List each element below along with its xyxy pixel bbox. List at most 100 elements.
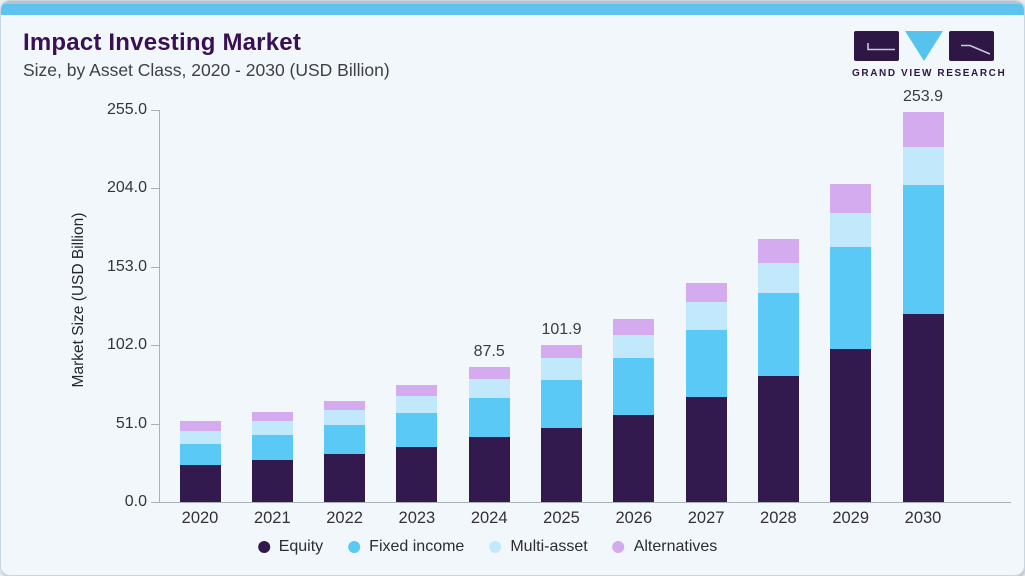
segment-multi-asset-2024 <box>468 378 510 398</box>
bar-2023 <box>396 385 438 502</box>
bar-2024 <box>468 367 510 502</box>
legend-item-equity: Equity <box>257 538 324 556</box>
segment-multi-asset-2020 <box>179 430 221 444</box>
segment-alternatives-2025 <box>541 345 582 359</box>
bar-2026 <box>613 318 655 502</box>
segment-equity-2023 <box>396 446 438 502</box>
x-tick-label-2026: 2026 <box>615 509 653 527</box>
y-tick-mark <box>151 110 159 111</box>
legend-dot-icon <box>489 541 502 553</box>
segment-alternatives-2029 <box>830 184 872 213</box>
y-tick-mark <box>151 345 159 347</box>
legend-label: Alternatives <box>633 538 718 555</box>
legend-dot-icon <box>257 541 270 553</box>
segment-fixed-income-2027 <box>685 329 727 398</box>
segment-alternatives-2027 <box>685 283 727 303</box>
segment-equity-2027 <box>685 397 727 502</box>
segment-fixed-income-2025 <box>541 379 582 428</box>
x-axis-line <box>159 502 1011 503</box>
segment-multi-asset-2027 <box>685 302 727 330</box>
segment-alternatives-2028 <box>757 238 799 263</box>
x-tick-label-2030: 2030 <box>904 509 942 527</box>
segment-equity-2022 <box>324 453 366 502</box>
segment-multi-asset-2028 <box>757 262 799 293</box>
logo-v-icon <box>905 31 943 61</box>
segment-multi-asset-2022 <box>324 410 366 425</box>
x-tick-label-2024: 2024 <box>470 509 508 527</box>
y-tick-label: 102.0 <box>106 336 147 354</box>
x-tick-label-2022: 2022 <box>326 509 363 527</box>
segment-equity-2030 <box>902 314 944 502</box>
segment-fixed-income-2023 <box>396 412 438 447</box>
y-axis-line <box>159 110 160 502</box>
segment-alternatives-2026 <box>613 318 655 336</box>
segment-multi-asset-2025 <box>541 358 582 380</box>
x-tick-label-2025: 2025 <box>543 509 580 527</box>
bar-2028 <box>757 238 799 502</box>
bar-2025 <box>541 345 582 502</box>
legend-item-alternatives: Alternatives <box>612 538 718 556</box>
logo-r-icon <box>949 31 994 61</box>
legend-item-fixed-income: Fixed income <box>348 538 464 556</box>
segment-multi-asset-2021 <box>251 421 293 435</box>
x-tick-label-2023: 2023 <box>398 509 436 527</box>
segment-multi-asset-2030 <box>902 146 944 186</box>
bar-2021 <box>251 411 293 502</box>
segment-alternatives-2023 <box>396 385 438 397</box>
segment-equity-2020 <box>179 465 221 502</box>
legend-item-multi-asset: Multi-asset <box>489 538 588 556</box>
segment-alternatives-2024 <box>468 367 510 379</box>
segment-equity-2029 <box>830 349 872 502</box>
segment-fixed-income-2026 <box>613 357 655 416</box>
brand-logo-shapes <box>852 31 996 61</box>
segment-fixed-income-2020 <box>179 443 221 466</box>
bar-total-label-2030: 253.9 <box>902 87 944 105</box>
segment-equity-2025 <box>541 427 582 502</box>
legend-dot-icon <box>348 541 361 553</box>
page-subtitle: Size, by Asset Class, 2020 - 2030 (USD B… <box>23 60 390 80</box>
bar-2020 <box>179 421 221 502</box>
accent-bar <box>1 4 1024 15</box>
segment-equity-2024 <box>468 437 510 502</box>
segment-equity-2028 <box>757 376 799 502</box>
legend-dot-icon <box>612 541 625 553</box>
bar-2022 <box>324 400 366 502</box>
bar-total-label-2025: 101.9 <box>541 321 582 339</box>
top-hairline <box>1 1 1024 4</box>
y-tick-label: 0.0 <box>124 493 147 510</box>
y-tick-label: 204.0 <box>106 179 147 197</box>
segment-multi-asset-2026 <box>613 335 655 358</box>
legend: Equity Fixed income Multi-asset Alternative… <box>257 538 718 556</box>
y-tick-label: 153.0 <box>106 257 147 275</box>
brand-logo: GRAND VIEW RESEARCH <box>852 31 1007 79</box>
segment-fixed-income-2030 <box>902 185 944 315</box>
segment-alternatives-2020 <box>179 421 221 431</box>
segment-equity-2021 <box>251 459 293 502</box>
y-tick-mark <box>151 266 159 268</box>
segment-fixed-income-2029 <box>830 246 872 349</box>
segment-fixed-income-2022 <box>324 424 366 454</box>
y-tick-label: 255.0 <box>106 101 147 118</box>
x-tick-label-2020: 2020 <box>181 509 219 527</box>
segment-fixed-income-2024 <box>468 397 510 438</box>
bar-2029 <box>830 184 872 502</box>
y-tick-mark <box>151 423 159 425</box>
segment-alternatives-2030 <box>902 111 944 147</box>
segment-fixed-income-2021 <box>251 434 293 460</box>
segment-fixed-income-2028 <box>757 292 799 377</box>
x-tick-label-2027: 2027 <box>687 509 725 527</box>
legend-label: Multi-asset <box>510 538 588 555</box>
segment-multi-asset-2023 <box>396 396 438 413</box>
segment-alternatives-2021 <box>251 411 293 422</box>
x-tick-label-2029: 2029 <box>832 509 870 527</box>
segment-multi-asset-2029 <box>830 212 872 247</box>
page-title: Impact Investing Market <box>23 29 302 56</box>
legend-label: Equity <box>278 538 324 555</box>
bar-2030 <box>902 111 944 502</box>
legend-label: Fixed income <box>369 538 465 555</box>
segment-equity-2026 <box>613 415 655 502</box>
segment-alternatives-2022 <box>324 400 366 411</box>
y-axis-title: Market Size (USD Billion) <box>70 212 87 388</box>
y-tick-mark <box>151 502 159 503</box>
brand-name: GRAND VIEW RESEARCH <box>852 68 1007 79</box>
